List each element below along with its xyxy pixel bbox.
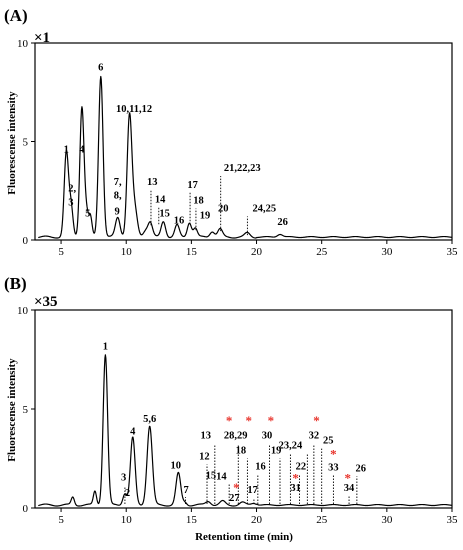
panel-a-peak-label: 3 [68,198,73,209]
panel-a-peak-label: 13 [147,177,158,188]
panel-b-peak-label: 12 [199,451,210,462]
panel-a-peak-label: 14 [155,195,166,206]
panel-a-x-tick-label: 10 [121,246,133,258]
panel-b-peak-label: 16 [255,461,266,472]
panel-a-peak-label: 16 [174,215,185,226]
panel-a-peak-label: 10,11,12 [116,104,152,115]
panel-a-x-tick-label: 35 [447,246,459,258]
panel-b-asterisk-marker: * [292,470,299,485]
panel-a-y-tick-label: 0 [23,235,29,247]
panel-b-peak-label: 31 [290,483,301,494]
panel-b-peak-label: 28,29 [224,431,248,442]
panel-a-peak-label: 26 [277,217,288,228]
panel-b-peak-label: 1 [103,342,108,353]
panel-b-x-tick-label: 10 [121,514,133,526]
panel-b-asterisk-marker: * [245,413,252,428]
panel-b-x-tick-label: 30 [381,514,393,526]
panel-b-peak-label: 5,6 [143,414,156,425]
panel-b-peak-label: 2 [125,488,130,499]
panel-b-peak-label: 14 [216,471,227,482]
panel-b-x-tick-label: 35 [447,514,459,526]
panel-b-peak-label: 10 [170,460,181,471]
panel-a-x-tick-label: 30 [381,246,393,258]
panel-b-x-axis-title: Retention time (min) [195,531,293,543]
panel-a-peak-label: 8, [114,191,122,202]
panel-b-asterisk-marker: * [233,480,240,495]
panel-a-label: (A) [4,6,28,25]
panel-b-asterisk-marker: * [268,413,275,428]
panel-a-y-axis-title: Fluorescense intensity [6,91,18,195]
panel-a-peak-label: 7, [114,177,122,188]
panel-a-x-tick-label: 15 [186,246,198,258]
panel-a-peak-label: 1 [64,144,69,155]
panel-b-peak-label: 7 [184,485,189,496]
panel-b-peak-label: 17 [247,485,258,496]
panel-b-peak-label: 26 [356,463,367,474]
panel-b-scale-label: ×35 [34,294,58,310]
panel-b-x-tick-label: 20 [251,514,263,526]
panel-a-peak-label: 9 [114,206,119,217]
panel-b-peak-label: 27 [229,493,240,504]
panel-b-asterisk-marker: * [226,413,233,428]
panel-a-x-tick-label: 20 [251,246,263,258]
panel-a-peak-label: 24,25 [253,203,277,214]
panel-b-x-tick-label: 25 [316,514,328,526]
panel-a-y-tick-label: 10 [17,38,29,50]
panel-b-peak-label: 18 [236,446,247,457]
panel-b-peak-label: 13 [200,431,211,442]
panel-b-peak-label: 22 [296,461,307,472]
panel-a-y-tick-label: 5 [23,137,29,149]
panel-a: (A) ×1 Fluorescense intensity 5 10 15 20 25 3… [4,6,458,258]
panel-a-peak-label: 6 [98,63,103,74]
panel-b-asterisk-marker: * [330,447,337,462]
panel-b-peak-label: 30 [262,431,273,442]
panel-a-chromatogram-trace [38,75,453,239]
panel-b-asterisk-marker: * [313,413,320,428]
panel-a-peak-label: 15 [159,208,170,219]
panel-a-x-tick-label: 25 [316,246,328,258]
panel-b-x-tick-label: 15 [186,514,198,526]
panel-b-asterisk-marker: * [345,470,352,485]
panel-b-y-axis-title: Fluorescense intensity [6,358,18,462]
panel-a-peak-label: 5 [85,208,90,219]
panel-a-peak-label: 17 [187,180,198,191]
panel-a-peak-label: 21,22,23 [224,163,261,174]
panel-a-scale-label: ×1 [34,30,50,46]
panel-b-peak-label: 19 [271,446,282,457]
panel-a-peak-label: 19 [200,210,211,221]
panel-b-peak-label: 32 [309,431,320,442]
panel-b-peak-label: 25 [323,436,334,447]
panel-b: (B) ×35 Fluorescense intensity Retention… [4,274,458,543]
panel-b-y-tick-label: 5 [23,404,29,416]
panel-a-peak-label: 18 [193,196,204,207]
panel-b-peak-label: 23,24 [279,441,303,452]
panel-b-peak-label: 34 [344,483,355,494]
panel-b-chromatogram-trace [38,354,453,507]
panel-a-peak-label: 4 [79,144,85,155]
panel-b-label: (B) [4,274,27,293]
panel-b-peak-label: 15 [206,470,217,481]
panel-a-peak-label: 2, [68,184,76,195]
panel-b-y-tick-label: 10 [17,305,29,317]
panel-b-peak-label: 33 [328,462,339,473]
panel-b-y-tick-label: 0 [23,503,29,515]
panel-b-peak-label: 3 [121,472,126,483]
panel-b-x-tick-label: 5 [58,514,64,526]
panel-a-x-tick-label: 5 [58,246,64,258]
panel-b-plot-frame [34,309,453,509]
panel-a-peak-label: 20 [218,203,229,214]
panel-b-peak-label: 4 [130,427,136,438]
